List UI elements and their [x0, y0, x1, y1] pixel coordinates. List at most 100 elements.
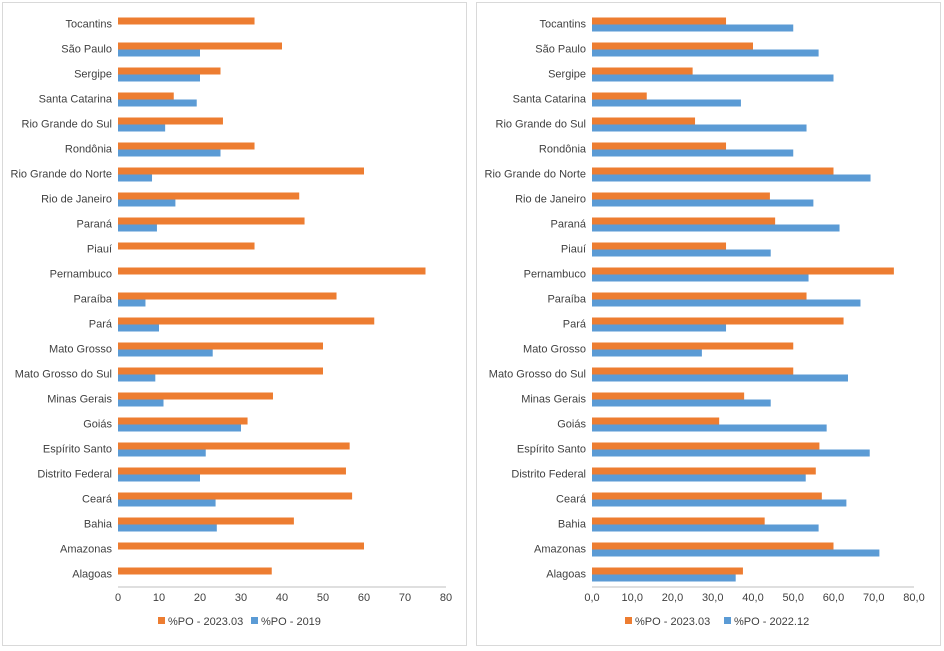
bar-chart-2019: 0 10 20 30 40 50 60 70 80 Tocantins São Paulo Sergi… — [11, 17, 452, 628]
bar-series-b — [592, 124, 807, 132]
bar-series-b — [118, 74, 200, 82]
bar-series-a — [118, 92, 174, 100]
category-label: Ceará — [556, 494, 587, 506]
x-tick-label: 40 — [276, 592, 288, 604]
bar-series-a — [118, 417, 248, 425]
bar-series-a — [592, 542, 834, 550]
bar-series-b — [592, 424, 827, 432]
category-label: Mato Grosso — [49, 344, 112, 356]
bar-series-b — [118, 499, 216, 507]
x-tick-label: 80 — [440, 592, 452, 604]
category-label: Paraíba — [73, 294, 112, 306]
bar-series-a — [592, 67, 693, 75]
category-label: Rio Grande do Norte — [485, 169, 587, 181]
category-label: Rio de Janeiro — [515, 194, 586, 206]
bar-series-a — [592, 317, 844, 325]
bar-series-b — [592, 474, 806, 482]
bar-series-a — [118, 17, 255, 25]
x-tick-label: 80,0 — [903, 592, 924, 604]
bar-series-b — [118, 199, 176, 207]
category-label: Rio de Janeiro — [41, 194, 112, 206]
category-label: Pernambuco — [50, 269, 112, 281]
category-label: Rio Grande do Sul — [496, 119, 587, 131]
bar-series-b — [592, 74, 834, 82]
bar-series-a — [592, 367, 794, 375]
category-label: Distrito Federal — [37, 469, 112, 481]
x-tick-label: 70 — [399, 592, 411, 604]
bar-series-b — [592, 224, 840, 232]
bar-series-b — [592, 49, 819, 57]
bar-series-a — [118, 292, 337, 300]
category-label: Goiás — [557, 419, 586, 431]
category-label: Paraná — [77, 219, 113, 231]
bar-series-b — [592, 274, 809, 282]
category-label: Piauí — [561, 244, 586, 256]
x-tick-label: 10 — [153, 592, 165, 604]
bar-series-a — [592, 467, 816, 475]
bar-series-b — [118, 324, 159, 332]
category-label: Pará — [89, 319, 113, 331]
bar-series-a — [592, 142, 727, 150]
bar-series-b — [118, 474, 200, 482]
bar-series-a — [592, 92, 647, 100]
bar-series-b — [592, 24, 794, 32]
bar-series-b — [118, 49, 200, 57]
category-label: Rio Grande do Norte — [11, 169, 113, 181]
bar-series-b — [592, 299, 861, 307]
bar-series-b — [592, 499, 847, 507]
x-tick-label: 20,0 — [662, 592, 683, 604]
category-label: Piauí — [87, 244, 112, 256]
category-label: Pernambuco — [524, 269, 586, 281]
x-tick-label: 30,0 — [702, 592, 723, 604]
bar-series-b — [118, 349, 213, 357]
bar-series-b — [118, 99, 197, 107]
bar-series-b — [592, 524, 819, 532]
category-label: Paraná — [551, 219, 587, 231]
category-label: Amazonas — [60, 544, 112, 556]
category-label: Bahia — [558, 519, 587, 531]
bar-series-a — [118, 542, 364, 550]
bar-series-a — [118, 442, 350, 450]
bar-series-b — [118, 224, 157, 232]
bar-series-a — [118, 517, 294, 525]
x-tick-label: 60,0 — [823, 592, 844, 604]
bar-series-b — [592, 549, 880, 557]
legend-swatch — [158, 617, 165, 624]
bar-series-a — [118, 392, 273, 400]
bar-series-a — [592, 217, 776, 225]
bar-series-a — [118, 342, 323, 350]
category-label: Distrito Federal — [511, 469, 586, 481]
chart-panel-right: 0,0 10,0 20,0 30,0 40,0 50,0 60,0 70,0 80,0 Tocan… — [476, 2, 941, 646]
x-tick-label: 0,0 — [584, 592, 599, 604]
bar-series-a — [592, 167, 834, 175]
bar-series-a — [118, 492, 353, 500]
category-label: Mato Grosso do Sul — [489, 369, 586, 381]
category-label: Pará — [563, 319, 587, 331]
legend-label: %PO - 2023.03 — [168, 616, 243, 628]
category-label: Alagoas — [72, 569, 112, 581]
category-label: Rondônia — [539, 144, 587, 156]
category-label: Santa Catarina — [513, 94, 587, 106]
category-label: Minas Gerais — [521, 394, 586, 406]
bar-series-b — [118, 299, 146, 307]
category-label: Amazonas — [534, 544, 586, 556]
category-label: Goiás — [83, 419, 112, 431]
category-label: Paraíba — [547, 294, 586, 306]
category-label: Sergipe — [548, 69, 586, 81]
bar-series-a — [592, 392, 745, 400]
category-label: Mato Grosso do Sul — [15, 369, 112, 381]
bar-series-a — [118, 167, 364, 175]
category-label: Ceará — [82, 494, 113, 506]
bar-series-b — [592, 324, 727, 332]
bar-series-b — [592, 449, 870, 457]
bar-series-a — [592, 492, 822, 500]
bar-series-a — [592, 42, 753, 50]
x-tick-label: 20 — [194, 592, 206, 604]
legend-swatch — [724, 617, 731, 624]
category-label: Espírito Santo — [517, 444, 586, 456]
legend-label: %PO - 2022.12 — [734, 616, 809, 628]
x-tick-label: 70,0 — [863, 592, 884, 604]
bar-series-a — [592, 242, 727, 250]
bar-series-a — [592, 517, 765, 525]
x-tick-label: 40,0 — [742, 592, 763, 604]
